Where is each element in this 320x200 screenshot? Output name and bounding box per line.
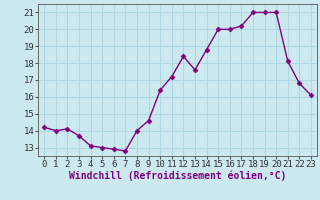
X-axis label: Windchill (Refroidissement éolien,°C): Windchill (Refroidissement éolien,°C) bbox=[69, 171, 286, 181]
